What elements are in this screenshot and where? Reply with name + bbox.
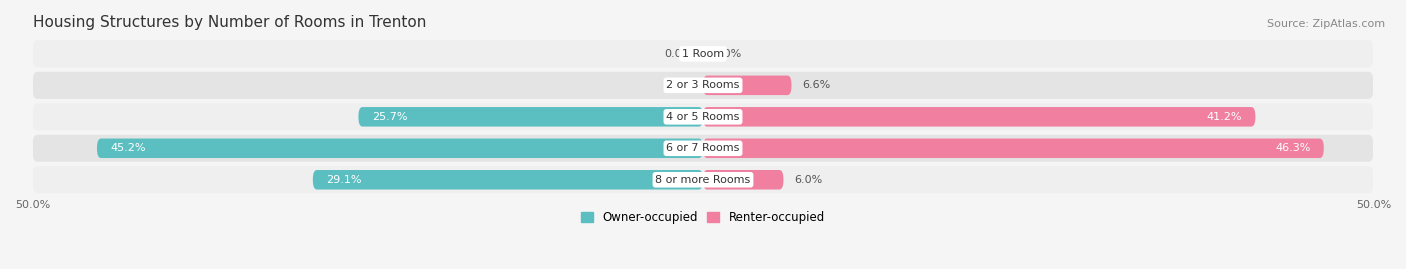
FancyBboxPatch shape — [703, 107, 1256, 127]
Text: 0.0%: 0.0% — [664, 49, 692, 59]
FancyBboxPatch shape — [703, 170, 783, 190]
Text: 1 Room: 1 Room — [682, 49, 724, 59]
Text: 6.6%: 6.6% — [803, 80, 831, 90]
FancyBboxPatch shape — [32, 103, 1374, 130]
Text: 41.2%: 41.2% — [1206, 112, 1241, 122]
Legend: Owner-occupied, Renter-occupied: Owner-occupied, Renter-occupied — [581, 211, 825, 224]
Text: Housing Structures by Number of Rooms in Trenton: Housing Structures by Number of Rooms in… — [32, 15, 426, 30]
Text: 0.0%: 0.0% — [664, 80, 692, 90]
Text: 4 or 5 Rooms: 4 or 5 Rooms — [666, 112, 740, 122]
Text: 6.0%: 6.0% — [794, 175, 823, 185]
FancyBboxPatch shape — [703, 76, 792, 95]
Text: 6 or 7 Rooms: 6 or 7 Rooms — [666, 143, 740, 153]
FancyBboxPatch shape — [32, 40, 1374, 68]
Text: 46.3%: 46.3% — [1275, 143, 1310, 153]
Text: 29.1%: 29.1% — [326, 175, 361, 185]
FancyBboxPatch shape — [703, 139, 1324, 158]
FancyBboxPatch shape — [97, 139, 703, 158]
Text: 2 or 3 Rooms: 2 or 3 Rooms — [666, 80, 740, 90]
Text: 25.7%: 25.7% — [371, 112, 408, 122]
FancyBboxPatch shape — [32, 135, 1374, 162]
Text: 45.2%: 45.2% — [111, 143, 146, 153]
Text: Source: ZipAtlas.com: Source: ZipAtlas.com — [1267, 19, 1385, 29]
FancyBboxPatch shape — [359, 107, 703, 127]
FancyBboxPatch shape — [32, 72, 1374, 99]
FancyBboxPatch shape — [32, 166, 1374, 193]
FancyBboxPatch shape — [314, 170, 703, 190]
Text: 8 or more Rooms: 8 or more Rooms — [655, 175, 751, 185]
Text: 0.0%: 0.0% — [714, 49, 742, 59]
